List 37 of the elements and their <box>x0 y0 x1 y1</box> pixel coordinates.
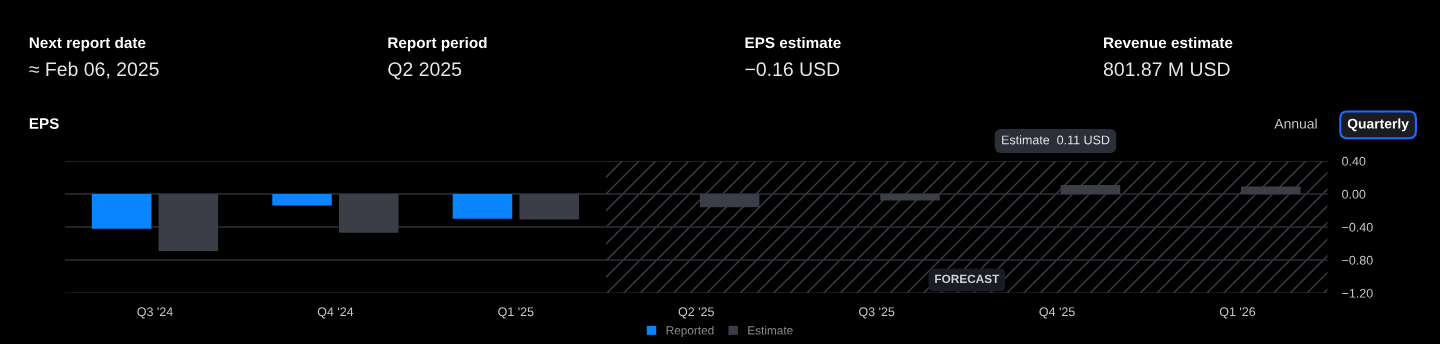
bar <box>1241 186 1301 195</box>
text: Report period <box>388 36 487 52</box>
bar <box>339 194 399 233</box>
y-tick-label: −0.40 <box>1342 222 1373 232</box>
text: Next report date <box>29 36 146 52</box>
bar <box>158 194 219 251</box>
text: Estimate 0.11 USD <box>1002 135 1110 145</box>
bar <box>91 194 152 229</box>
x-tick-label: Q3 '24 <box>137 307 173 319</box>
text: Revenue estimate <box>1104 36 1233 49</box>
x-tick-label: Q4 '24 <box>317 307 354 319</box>
text: Quarterly <box>1347 118 1409 132</box>
text: 801.87 M USD <box>1103 62 1230 77</box>
x-tick-label: Q2 '25 <box>678 307 714 319</box>
text: ≈ Feb 06, 2025 <box>29 61 159 79</box>
bar <box>699 194 760 208</box>
y-tick-label: 0.40 <box>1342 156 1366 166</box>
x-tick-label: Q1 '26 <box>1219 307 1256 319</box>
legend-label: Estimate <box>748 325 793 335</box>
text: EPS estimate <box>745 36 841 49</box>
band-label: FORECAST <box>935 274 1000 284</box>
chart-title: EPS <box>29 118 59 129</box>
bar <box>880 194 940 201</box>
y-tick-label: 0.00 <box>1342 189 1366 199</box>
bar <box>1060 184 1121 195</box>
legend-label: Reported <box>666 325 714 337</box>
text: −0.16 USD <box>745 62 840 77</box>
x-tick-label: Q1 '25 <box>498 307 534 319</box>
bar <box>452 194 513 219</box>
x-tick-label: Q4 '25 <box>1039 307 1075 319</box>
bar <box>272 194 332 206</box>
x-tick-label: Q3 '25 <box>859 307 895 319</box>
y-tick-label: −0.80 <box>1342 255 1373 265</box>
text: Annual <box>1274 118 1317 129</box>
text: Q2 2025 <box>388 62 462 80</box>
y-tick-label: −1.20 <box>1342 288 1373 298</box>
bar <box>519 194 579 220</box>
